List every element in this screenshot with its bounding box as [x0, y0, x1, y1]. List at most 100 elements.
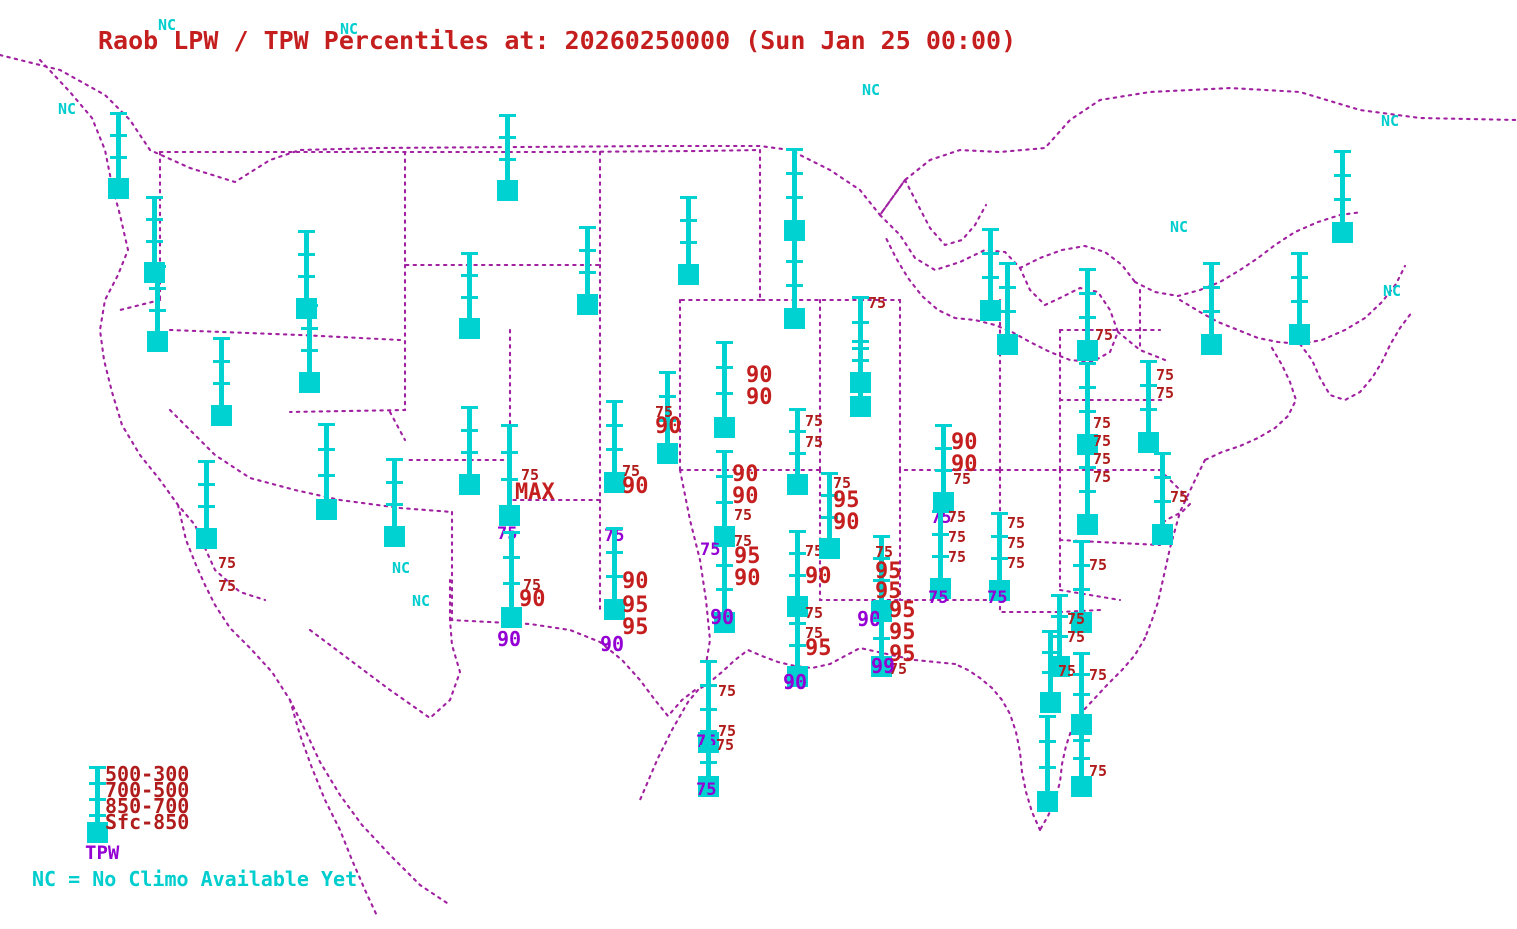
- legend-tick-2: [89, 798, 106, 801]
- percentile-label: 75: [1093, 468, 1112, 486]
- percentile-label: 75: [1156, 384, 1175, 402]
- sounding-layer-tick: [700, 708, 717, 711]
- sounding-base-square: [819, 538, 840, 559]
- sounding-layer-tick: [982, 252, 999, 255]
- sounding-base-square: [1071, 612, 1092, 633]
- sounding-stem: [612, 400, 617, 476]
- percentile-label: 75: [805, 624, 824, 642]
- sounding-layer-tick: [680, 196, 697, 199]
- sounding-layer-tick: [318, 423, 335, 426]
- percentile-label: 95: [833, 488, 860, 513]
- sounding-layer-tick: [1039, 715, 1056, 718]
- sounding-layer-tick: [301, 304, 318, 307]
- percentile-label: 90: [655, 414, 682, 439]
- sounding-layer-tick: [606, 424, 623, 427]
- sounding-layer-tick: [821, 494, 838, 497]
- sounding-layer-tick: [110, 156, 127, 159]
- sounding-stem: [1048, 630, 1053, 696]
- percentile-label: 75: [805, 433, 824, 451]
- percentile-label: 75: [1089, 762, 1108, 780]
- percentile-label: 75: [1067, 610, 1086, 628]
- sounding-stem: [706, 730, 711, 780]
- legend-tick-3: [89, 814, 106, 817]
- sounding-stem: [467, 406, 472, 478]
- sounding-base-square: [1138, 432, 1159, 453]
- no-climo-marker: NC: [158, 16, 177, 34]
- sounding-layer-tick: [1079, 466, 1096, 469]
- percentile-label: 75: [521, 466, 540, 484]
- sounding-layer-tick: [1140, 384, 1157, 387]
- sounding-layer-tick: [932, 555, 949, 558]
- percentile-label: 75: [523, 576, 542, 594]
- sounding-layer-tick: [873, 579, 890, 582]
- sounding-layer-tick: [991, 535, 1008, 538]
- sounding-stem: [1005, 262, 1010, 338]
- sounding-layer-tick: [935, 424, 952, 427]
- sounding-layer-tick: [386, 503, 403, 506]
- sounding-layer-tick: [1073, 757, 1090, 760]
- sounding-layer-tick: [461, 451, 478, 454]
- sounding-stem: [612, 527, 617, 603]
- sounding-layer-tick: [789, 452, 806, 455]
- sounding-layer-tick: [999, 310, 1016, 313]
- sounding-layer-tick: [716, 501, 733, 504]
- sounding-stem: [1146, 360, 1151, 436]
- sounding-layer-tick: [1291, 252, 1308, 255]
- sounding-layer-tick: [852, 321, 869, 324]
- sounding-base-square: [1289, 324, 1310, 345]
- tpw-percentile-label: 75: [696, 780, 717, 800]
- sounding-layer-tick: [499, 158, 516, 161]
- sounding-layer-tick: [1079, 442, 1096, 445]
- percentile-label: 75: [948, 548, 967, 566]
- sounding-layer-tick: [991, 557, 1008, 560]
- sounding-stem: [1085, 362, 1090, 438]
- sounding-stem: [116, 112, 121, 182]
- sounding-layer-tick: [1079, 316, 1096, 319]
- sounding-layer-tick: [1042, 630, 1059, 633]
- sounding-layer-tick: [501, 451, 518, 454]
- percentile-label: 90: [951, 430, 978, 455]
- sounding-layer-tick: [1039, 740, 1056, 743]
- sounding-layer-tick: [786, 236, 803, 239]
- sounding-base-square: [497, 180, 518, 201]
- sounding-layer-tick: [821, 472, 838, 475]
- sounding-layer-tick: [298, 253, 315, 256]
- percentile-label: 90: [746, 385, 773, 410]
- sounding-layer-tick: [110, 112, 127, 115]
- sounding-layer-tick: [1073, 540, 1090, 543]
- sounding-layer-tick: [503, 531, 520, 534]
- sounding-stem: [686, 196, 691, 268]
- percentile-label: 95: [805, 636, 832, 661]
- legend-stem: [95, 766, 100, 828]
- percentile-label: 75: [1007, 534, 1026, 552]
- sounding-stem: [505, 114, 510, 184]
- sounding-layer-tick: [789, 530, 806, 533]
- sounding-layer-tick: [982, 276, 999, 279]
- sounding-layer-tick: [982, 228, 999, 231]
- sounding-stem: [1209, 262, 1214, 338]
- sounding-base-square: [147, 331, 168, 352]
- tpw-percentile-label: 75: [700, 540, 721, 560]
- sounding-stem: [585, 226, 590, 298]
- percentile-label: 75: [1170, 488, 1189, 506]
- legend-nc-note: NC = No Climo Available Yet: [32, 867, 358, 891]
- sounding-layer-tick: [789, 552, 806, 555]
- sounding-layer-tick: [716, 341, 733, 344]
- sounding-stem: [304, 230, 309, 302]
- sounding-stem: [988, 228, 993, 304]
- sounding-stem: [324, 423, 329, 503]
- percentile-label: 75: [1089, 556, 1108, 574]
- sounding-layer-tick: [386, 481, 403, 484]
- sounding-layer-tick: [1079, 410, 1096, 413]
- sounding-layer-tick: [110, 134, 127, 137]
- percentile-label: 95: [622, 593, 649, 618]
- percentile-label: 95: [889, 620, 916, 645]
- sounding-layer-tick: [932, 533, 949, 536]
- sounding-layer-tick: [716, 450, 733, 453]
- percentile-label: 95: [889, 598, 916, 623]
- tpw-percentile-label: 75: [987, 588, 1008, 608]
- sounding-layer-tick: [1334, 198, 1351, 201]
- percentile-label: 90: [951, 452, 978, 477]
- sounding-layer-tick: [999, 262, 1016, 265]
- sounding-layer-tick: [149, 265, 166, 268]
